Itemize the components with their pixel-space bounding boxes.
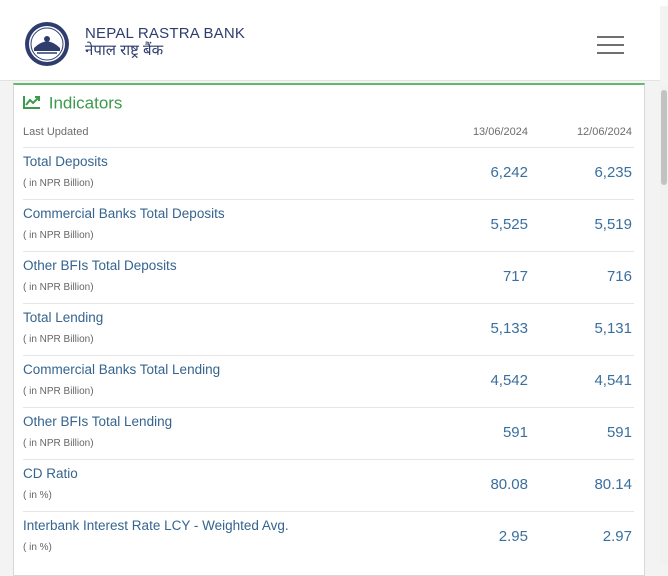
indicator-name[interactable]: CD Ratio (23, 466, 78, 481)
indicator-unit: ( in NPR Billion) (23, 230, 94, 241)
value-date-2: 80.14 (594, 476, 632, 493)
indicators-card: Indicators Last Updated 13/06/2024 12/06… (13, 83, 645, 576)
value-date-2: 4,541 (594, 372, 632, 389)
table-row: CD Ratio ( in %) 80.08 80.14 (23, 459, 634, 511)
indicator-name[interactable]: Commercial Banks Total Lending (23, 362, 221, 377)
table-row: Interbank Interest Rate LCY - Weighted A… (23, 511, 634, 563)
menu-bar (597, 44, 624, 46)
indicator-unit: ( in NPR Billion) (23, 334, 94, 345)
line-chart-icon (23, 96, 40, 109)
table-header: Last Updated 13/06/2024 12/06/2024 (23, 125, 634, 147)
date-column-1: 13/06/2024 (472, 126, 528, 138)
indicator-name[interactable]: Total Lending (23, 310, 104, 325)
last-updated-label: Last Updated (23, 126, 89, 138)
nrb-seal-logo[interactable] (24, 21, 70, 67)
date-column-2: 12/06/2024 (576, 126, 632, 138)
table-row: Other BFIs Total Deposits ( in NPR Billi… (23, 251, 634, 303)
table-row: Commercial Banks Total Lending ( in NPR … (23, 355, 634, 407)
indicator-unit: ( in NPR Billion) (23, 282, 94, 293)
indicators-title: Indicators (48, 93, 123, 113)
brand-text[interactable]: NEPAL RASTRA BANK नेपाल राष्ट्र बैंक (85, 26, 245, 60)
value-date-2: 2.97 (602, 528, 632, 545)
page-scrollbar[interactable] (660, 86, 668, 566)
indicator-unit: ( in %) (23, 490, 52, 501)
value-date-1: 80.08 (490, 476, 528, 493)
value-date-2: 6,235 (594, 164, 632, 181)
indicator-unit: ( in NPR Billion) (23, 386, 94, 397)
table-row: Commercial Banks Total Deposits ( in NPR… (23, 199, 634, 251)
value-date-2: 591 (606, 424, 632, 441)
indicator-name[interactable]: Total Deposits (23, 154, 108, 169)
value-date-1: 591 (502, 424, 528, 441)
indicator-unit: ( in NPR Billion) (23, 178, 94, 189)
indicator-name[interactable]: Other BFIs Total Lending (23, 414, 173, 429)
hamburger-menu-icon[interactable] (597, 34, 625, 56)
table-row: Total Lending ( in NPR Billion) 5,133 5,… (23, 303, 634, 355)
menu-bar (597, 52, 624, 54)
value-date-2: 5,519 (594, 216, 632, 233)
scrollbar-thumb[interactable] (661, 90, 667, 185)
indicators-heading: Indicators (23, 93, 122, 114)
value-date-2: 716 (606, 268, 632, 285)
table-row: Other BFIs Total Lending ( in NPR Billio… (23, 407, 634, 459)
top-strip (0, 0, 668, 6)
indicator-table: Total Deposits ( in NPR Billion) 6,242 6… (23, 147, 634, 563)
indicator-name[interactable]: Other BFIs Total Deposits (23, 258, 177, 273)
value-date-1: 717 (502, 268, 528, 285)
value-date-1: 5,525 (490, 216, 528, 233)
indicator-name[interactable]: Commercial Banks Total Deposits (23, 206, 225, 221)
value-date-1: 2.95 (498, 528, 528, 545)
value-date-1: 5,133 (490, 320, 528, 337)
indicator-name[interactable]: Interbank Interest Rate LCY - Weighted A… (23, 518, 289, 533)
value-date-1: 6,242 (490, 164, 528, 181)
site-header: NEPAL RASTRA BANK नेपाल राष्ट्र बैंक (0, 6, 660, 81)
table-row: Total Deposits ( in NPR Billion) 6,242 6… (23, 147, 634, 199)
menu-bar (597, 36, 624, 38)
value-date-2: 5,131 (594, 320, 632, 337)
indicator-unit: ( in NPR Billion) (23, 438, 94, 449)
indicator-unit: ( in %) (23, 542, 52, 553)
value-date-1: 4,542 (490, 372, 528, 389)
brand-name-english: NEPAL RASTRA BANK (85, 25, 246, 42)
brand-name-nepali: नेपाल राष्ट्र बैंक (85, 42, 164, 59)
